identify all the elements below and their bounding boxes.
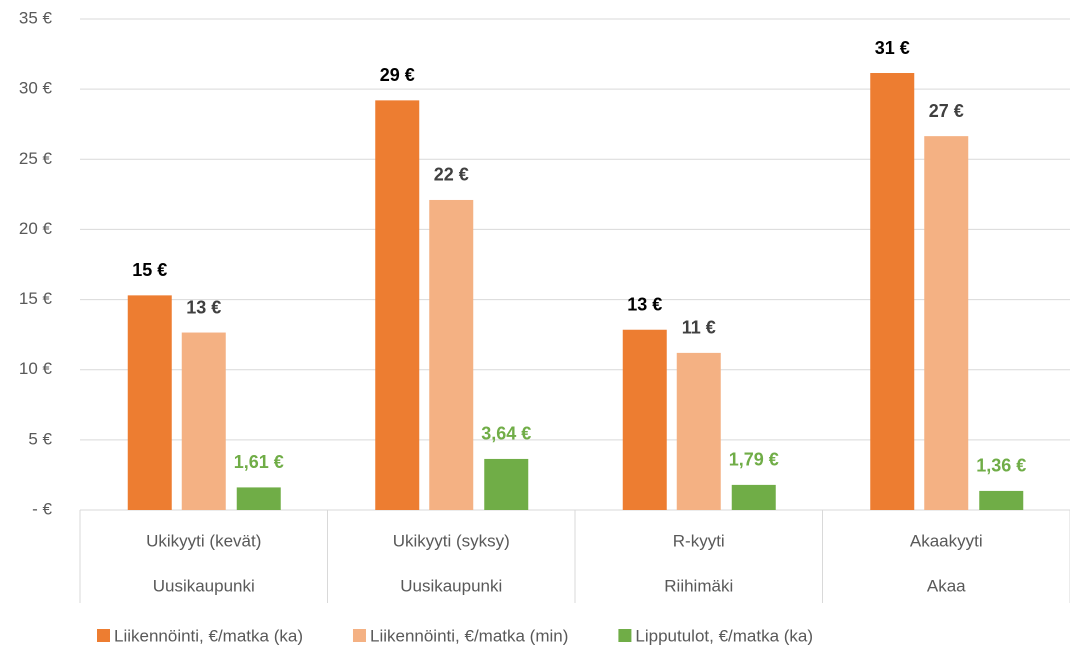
x-group-label: Riihimäki — [664, 576, 733, 595]
bar — [924, 136, 969, 511]
bar — [870, 73, 915, 510]
y-tick-label: 30 € — [19, 79, 53, 98]
x-tick-label: Ukikyyti (kevät) — [146, 531, 261, 550]
legend-label: Lipputulot, €/matka (ka) — [635, 626, 813, 645]
legend-swatch — [618, 629, 632, 642]
y-tick-label: 5 € — [28, 429, 52, 448]
legend-label: Liikennöinti, €/matka (ka) — [114, 626, 303, 645]
bar — [181, 332, 226, 510]
value-label: 15 € — [132, 260, 167, 280]
value-label: 31 € — [875, 38, 910, 58]
value-label: 13 € — [186, 297, 221, 317]
y-tick-label: 20 € — [19, 219, 53, 238]
value-label: 13 € — [627, 294, 662, 314]
x-tick-label: R-kyyti — [673, 531, 725, 550]
value-label: 1,36 € — [976, 456, 1026, 476]
value-label: 11 € — [682, 318, 716, 338]
value-label: 1,79 € — [729, 450, 779, 470]
value-label: 22 € — [434, 165, 469, 185]
bar — [375, 100, 420, 510]
bar — [484, 458, 529, 510]
value-label: 29 € — [380, 65, 415, 85]
y-tick-label: - € — [32, 499, 52, 518]
bar — [622, 329, 667, 510]
y-tick-label: 35 € — [19, 8, 53, 27]
legend-swatch — [97, 629, 110, 642]
bar — [236, 487, 281, 510]
x-group-label: Uusikaupunki — [400, 576, 502, 595]
legend-swatch — [352, 629, 366, 642]
y-tick-label: 10 € — [19, 359, 53, 378]
bar — [676, 352, 721, 510]
value-label: 1,61 € — [234, 452, 284, 472]
bar — [979, 490, 1024, 510]
bar — [429, 199, 474, 510]
value-label: 3,64 € — [481, 424, 531, 444]
y-tick-label: 25 € — [19, 149, 53, 168]
x-tick-label: Ukikyyti (syksy) — [393, 531, 510, 550]
bar — [731, 484, 776, 510]
value-label: 27 € — [929, 101, 964, 121]
y-tick-label: 15 € — [19, 289, 53, 308]
x-tick-label: Akaakyyti — [910, 531, 983, 550]
legend-label: Liikennöinti, €/matka (min) — [370, 626, 568, 645]
x-group-label: Akaa — [927, 576, 966, 595]
bar — [127, 295, 172, 510]
x-group-label: Uusikaupunki — [153, 576, 255, 595]
